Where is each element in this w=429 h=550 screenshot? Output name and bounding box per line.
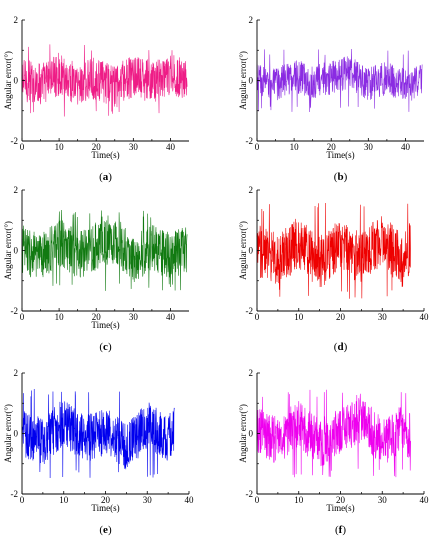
y-axis-label: Angular error(°) xyxy=(3,51,13,110)
y-axis-label: Angular error(°) xyxy=(238,221,248,280)
series-line-e xyxy=(21,389,175,478)
panel-caption: (d) xyxy=(334,341,348,353)
x-tick-label: 40 xyxy=(401,142,411,152)
y-tick-label: 0 xyxy=(14,429,19,439)
x-tick-label: 40 xyxy=(420,495,429,505)
y-tick-label: -2 xyxy=(246,489,254,499)
panel-caption: (c) xyxy=(99,341,112,353)
y-tick-label: 0 xyxy=(249,246,254,256)
x-tick-label: 20 xyxy=(336,495,346,505)
y-tick-label: 2 xyxy=(14,368,19,378)
y-tick-label: -2 xyxy=(11,136,19,146)
panel-caption: (b) xyxy=(334,171,348,183)
y-tick-label: 2 xyxy=(14,15,19,25)
x-tick-label: 20 xyxy=(101,495,111,505)
y-tick-label: -2 xyxy=(246,306,254,316)
x-tick-label: 0 xyxy=(255,495,260,505)
y-tick-label: 0 xyxy=(249,76,254,86)
panel-caption: (a) xyxy=(99,171,112,183)
x-tick-label: 10 xyxy=(55,142,65,152)
series-line-b xyxy=(256,49,423,112)
x-tick-label: 0 xyxy=(255,312,260,322)
y-tick-label: -2 xyxy=(11,489,19,499)
x-axis-label: Time(s) xyxy=(91,150,119,160)
y-tick-label: 2 xyxy=(249,15,254,25)
y-tick-label: 0 xyxy=(14,246,19,256)
x-tick-label: 40 xyxy=(166,142,176,152)
y-tick-label: -2 xyxy=(11,306,19,316)
series-line-c xyxy=(21,209,188,291)
x-axis-label: Time(s) xyxy=(91,320,119,330)
x-tick-label: 10 xyxy=(294,495,304,505)
x-tick-label: 20 xyxy=(327,142,337,152)
x-tick-label: 20 xyxy=(92,142,102,152)
x-tick-label: 40 xyxy=(166,312,176,322)
y-axis-label: Angular error(°) xyxy=(238,404,248,463)
x-tick-label: 10 xyxy=(59,495,69,505)
x-tick-label: 20 xyxy=(336,312,346,322)
x-tick-label: 20 xyxy=(92,312,102,322)
y-axis-label: Angular error(°) xyxy=(238,51,248,110)
x-axis-label: Time(s) xyxy=(326,503,354,513)
x-tick-label: 0 xyxy=(20,312,25,322)
y-axis-label: Angular error(°) xyxy=(3,221,13,280)
panel-caption: (e) xyxy=(99,524,112,536)
x-tick-label: 40 xyxy=(420,312,429,322)
x-tick-label: 30 xyxy=(378,312,388,322)
x-tick-label: 0 xyxy=(255,142,260,152)
y-axis-label: Angular error(°) xyxy=(3,404,13,463)
panel-caption: (f) xyxy=(335,524,346,536)
x-tick-label: 0 xyxy=(20,495,25,505)
series-line-d xyxy=(256,202,411,299)
x-tick-label: 10 xyxy=(55,312,65,322)
x-tick-label: 10 xyxy=(290,142,300,152)
x-tick-label: 40 xyxy=(185,495,195,505)
x-tick-label: 10 xyxy=(294,312,304,322)
y-tick-label: 2 xyxy=(249,185,254,195)
series-line-a xyxy=(21,44,188,117)
y-tick-label: -2 xyxy=(246,136,254,146)
x-tick-label: 30 xyxy=(143,495,153,505)
x-tick-label: 30 xyxy=(364,142,374,152)
y-tick-label: 2 xyxy=(249,368,254,378)
y-tick-label: 2 xyxy=(14,185,19,195)
x-tick-label: 30 xyxy=(129,312,139,322)
x-tick-label: 30 xyxy=(378,495,388,505)
x-tick-label: 30 xyxy=(129,142,139,152)
series-line-f xyxy=(256,389,411,478)
y-tick-label: 0 xyxy=(14,76,19,86)
x-tick-label: 0 xyxy=(20,142,25,152)
y-tick-label: 0 xyxy=(249,429,254,439)
x-axis-label: Time(s) xyxy=(326,150,354,160)
x-axis-label: Time(s) xyxy=(91,503,119,513)
